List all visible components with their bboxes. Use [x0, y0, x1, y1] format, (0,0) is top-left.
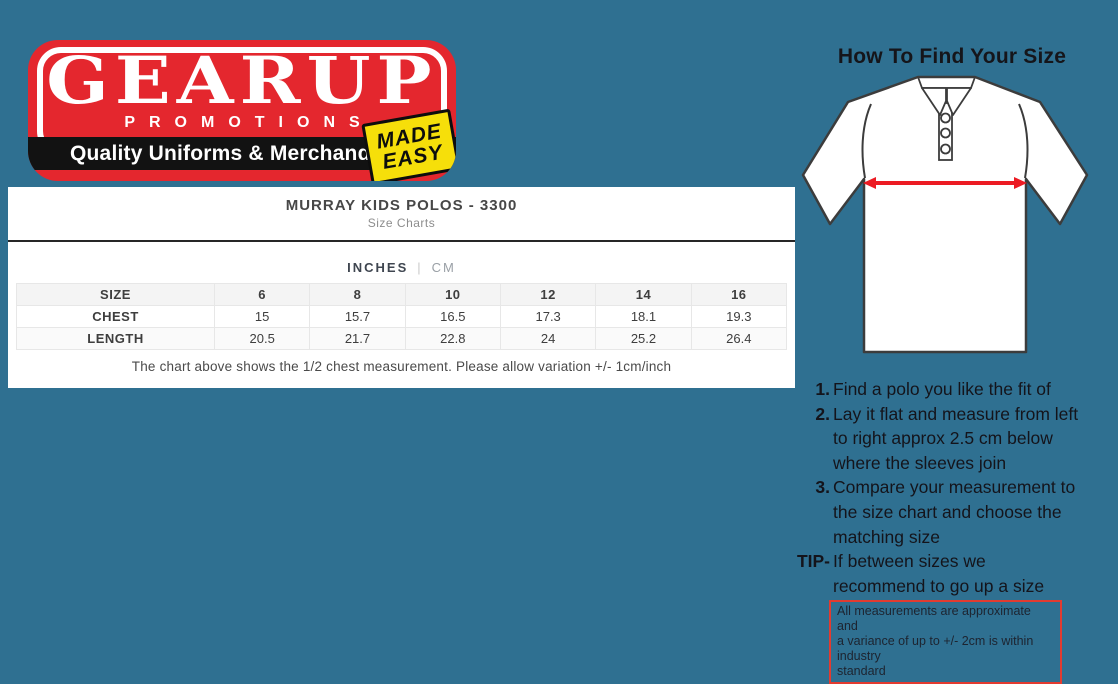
- row-label: LENGTH: [16, 327, 215, 350]
- row-label: CHEST: [16, 305, 215, 328]
- size-table-row-length: LENGTH 20.5 21.7 22.8 24 25.2 26.4: [16, 327, 788, 350]
- step-text-line: matching size: [833, 526, 940, 547]
- unit-toggle: INCHES | CM: [8, 260, 795, 275]
- measurement-cell: 24: [499, 327, 597, 350]
- size-table-header-row: SIZE 6 8 10 12 14 16: [16, 283, 788, 306]
- step-text-line: where the sleeves join: [833, 452, 1007, 473]
- how-to-steps: 1. Find a polo you like the fit of 2. Lay i…: [796, 377, 1112, 598]
- button-1: [940, 112, 951, 124]
- size-col-header: 10: [404, 283, 501, 306]
- measurement-cell: 16.5: [404, 305, 501, 328]
- size-chart-panel: MURRAY KIDS POLOS - 3300 Size Charts INC…: [8, 187, 795, 388]
- polo-shirt-diagram: [801, 75, 1089, 354]
- polo-silhouette: [801, 75, 1089, 354]
- step-number: 2.: [815, 403, 830, 424]
- step-text-line: Compare your measurement to: [833, 477, 1076, 498]
- logo-tagline-text: Quality Uniforms & Merchandise: [70, 141, 401, 165]
- chest-measurement-arrow: [863, 177, 1027, 189]
- step-3: 3. Compare your measurement to the size ch…: [800, 475, 1112, 549]
- measurement-cell: 17.3: [499, 305, 597, 328]
- panel-subtitle: Size Charts: [367, 216, 436, 230]
- button-3: [940, 143, 951, 155]
- measurement-cell: 22.8: [404, 327, 501, 350]
- measurement-cell: 26.4: [690, 327, 788, 350]
- unit-toggle-separator: |: [417, 260, 423, 275]
- logo-brand-text: GEARUP: [46, 43, 438, 120]
- step-text-line: Find a polo you like the fit of: [833, 379, 1051, 399]
- disclaimer-box: All measurements are approximate and a va…: [829, 600, 1062, 684]
- step-text-line: Lay it flat and measure from left: [833, 403, 1079, 424]
- size-col-header: 12: [499, 283, 597, 306]
- step-tip: TIP- If between sizes we recommend to go u…: [796, 549, 1112, 598]
- logo-subbrand-text: PROMOTIONS: [124, 114, 374, 131]
- right-armhole-seam: [1018, 103, 1029, 179]
- step-number: 1.: [815, 379, 830, 399]
- measurement-cell: 19.3: [690, 305, 788, 328]
- step-text-line: to right approx 2.5 cm below: [833, 428, 1053, 449]
- measurement-cell: 15.7: [309, 305, 406, 328]
- collar-right-flap: [946, 87, 972, 116]
- step-number: TIP-: [796, 551, 830, 572]
- disclaimer-line: All measurements are approximate and: [837, 604, 1031, 633]
- measurement-cell: 18.1: [595, 305, 692, 328]
- step-2: 2. Lay it flat and measure from left to ri…: [800, 402, 1112, 476]
- size-header-label: SIZE: [16, 283, 215, 306]
- size-col-header: 14: [595, 283, 692, 306]
- step-1: 1. Find a polo you like the fit of: [800, 377, 1112, 402]
- product-title: MURRAY KIDS POLOS - 3300: [285, 197, 518, 214]
- step-text-line: the size chart and choose the: [833, 501, 1062, 522]
- size-table-row-chest: CHEST 15 15.7 16.5 17.3 18.1 19.3: [16, 305, 788, 328]
- collar-left-flap: [921, 87, 947, 116]
- unit-toggle-inches[interactable]: INCHES: [347, 260, 409, 275]
- size-table: SIZE 6 8 10 12 14 16 CHEST 15 15.7 16.5 17.3 18.1 19.…: [16, 283, 788, 350]
- unit-toggle-cm[interactable]: CM: [431, 260, 456, 275]
- button-2: [940, 127, 951, 139]
- measurement-cell: 25.2: [595, 327, 692, 350]
- disclaimer-line: standard: [837, 664, 886, 678]
- measurement-cell: 20.5: [213, 327, 311, 350]
- size-guide-page: { "colors": { "background": "#2f7091", "…: [8, 40, 1112, 684]
- left-armhole-seam: [861, 103, 872, 179]
- gearup-logo: GEARUP PROMOTIONS Quality Uniforms & Mer…: [28, 40, 456, 181]
- step-text-line: recommend to go up a size: [833, 575, 1045, 596]
- measurement-note: The chart above shows the 1/2 chest meas…: [131, 359, 672, 374]
- size-col-header: 8: [309, 283, 406, 306]
- size-col-header: 16: [690, 283, 788, 306]
- disclaimer-line: a variance of up to +/- 2cm is within in…: [837, 634, 1034, 663]
- measurement-cell: 15: [213, 305, 311, 328]
- size-col-header: 6: [213, 283, 311, 306]
- step-number: 3.: [815, 477, 830, 498]
- step-text-line: If between sizes we: [833, 551, 986, 572]
- title-divider: [8, 240, 795, 242]
- measurement-cell: 21.7: [309, 327, 406, 350]
- guide-heading: How To Find Your Size: [837, 45, 1067, 68]
